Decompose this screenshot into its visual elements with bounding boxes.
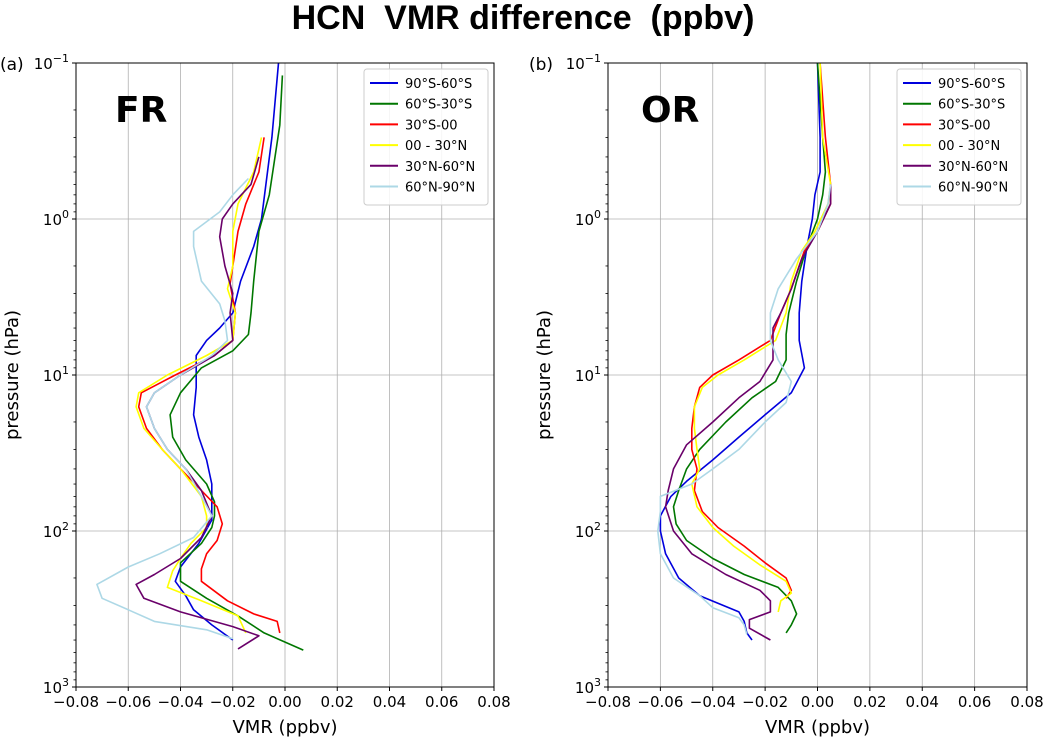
series-line bbox=[135, 137, 263, 634]
legend-entry: 30°N-60°N bbox=[405, 160, 475, 175]
x-tick-label: 0.08 bbox=[477, 693, 510, 711]
series-line bbox=[135, 156, 260, 650]
y-tick-label: 100 bbox=[575, 208, 601, 229]
series-line bbox=[672, 62, 827, 634]
x-tick-label: 0.00 bbox=[801, 693, 834, 711]
x-tick-label: −0.04 bbox=[158, 693, 204, 711]
panel-text: FR bbox=[115, 90, 167, 131]
legend-entry: 30°S-00 bbox=[405, 118, 458, 133]
panel-label: (a) bbox=[0, 55, 24, 75]
x-tick-label: 0.08 bbox=[1010, 693, 1043, 711]
x-tick-label: 0.06 bbox=[958, 693, 991, 711]
legend: 90°S-60°S 60°S-30°S 30°S-00 00 - 30°N 30°N-6… bbox=[896, 68, 1022, 206]
series-line bbox=[174, 62, 280, 641]
x-tick-label: 0.02 bbox=[853, 693, 886, 711]
series-line bbox=[169, 75, 304, 651]
series-line bbox=[659, 62, 821, 641]
x-tick-label: 0.04 bbox=[906, 693, 939, 711]
legend-entry: 60°N-90°N bbox=[405, 181, 475, 196]
legend-entry: 30°S-00 bbox=[938, 118, 991, 133]
x-tick-label: 0.00 bbox=[268, 693, 301, 711]
y-tick-label: 101 bbox=[575, 364, 601, 385]
y-tick-label: 102 bbox=[43, 520, 69, 541]
legend: 90°S-60°S 60°S-30°S 30°S-00 00 - 30°N 30°N-6… bbox=[363, 68, 489, 206]
x-tick-label: −0.08 bbox=[53, 693, 99, 711]
y-tick-label: 10−1 bbox=[566, 52, 601, 73]
series-line bbox=[96, 177, 249, 640]
legend-entry: 00 - 30°N bbox=[405, 139, 467, 154]
x-axis-label: VMR (ppbv) bbox=[232, 717, 337, 738]
series-line bbox=[664, 184, 832, 641]
legend-entry: 90°S-60°S bbox=[938, 77, 1005, 92]
legend-entry: 60°S-30°S bbox=[938, 98, 1005, 113]
legend-entry: 90°S-60°S bbox=[405, 77, 472, 92]
series-line bbox=[691, 62, 832, 613]
y-tick-label: 102 bbox=[575, 520, 601, 541]
chart-panel-2: −0.08 −0.06 −0.04 −0.02 0.00 0.02 0.04 0.06 0.08… bbox=[529, 52, 1044, 738]
legend-entry: 60°S-30°S bbox=[405, 98, 472, 113]
legend-entry: 30°N-60°N bbox=[938, 160, 1008, 175]
x-tick-label: 0.02 bbox=[321, 693, 354, 711]
y-tick-label: 100 bbox=[43, 208, 69, 229]
legend-entry: 60°N-90°N bbox=[938, 181, 1008, 196]
figure-title: HCN VMR difference (ppbv) bbox=[291, 0, 755, 37]
series-line bbox=[657, 184, 832, 635]
panel-text: OR bbox=[641, 90, 699, 131]
chart-panel-1: −0.08 −0.06 −0.04 −0.02 0.00 0.02 0.04 0.06 0.08… bbox=[0, 52, 511, 738]
x-tick-label: 0.04 bbox=[373, 693, 406, 711]
x-tick-label: −0.06 bbox=[637, 693, 683, 711]
x-tick-label: −0.02 bbox=[742, 693, 788, 711]
y-axis-label: pressure (hPa) bbox=[2, 310, 23, 440]
y-tick-label: 10−1 bbox=[34, 52, 69, 73]
panel-label: (b) bbox=[529, 55, 553, 75]
legend-entry: 00 - 30°N bbox=[938, 139, 1000, 154]
x-tick-label: −0.04 bbox=[690, 693, 736, 711]
x-tick-label: −0.08 bbox=[585, 693, 631, 711]
series-line bbox=[137, 137, 281, 634]
y-axis-label: pressure (hPa) bbox=[534, 310, 555, 440]
x-tick-label: −0.06 bbox=[105, 693, 151, 711]
y-tick-label: 101 bbox=[43, 364, 69, 385]
x-tick-label: 0.06 bbox=[425, 693, 458, 711]
x-tick-label: −0.02 bbox=[210, 693, 256, 711]
x-axis-label: VMR (ppbv) bbox=[765, 717, 870, 738]
